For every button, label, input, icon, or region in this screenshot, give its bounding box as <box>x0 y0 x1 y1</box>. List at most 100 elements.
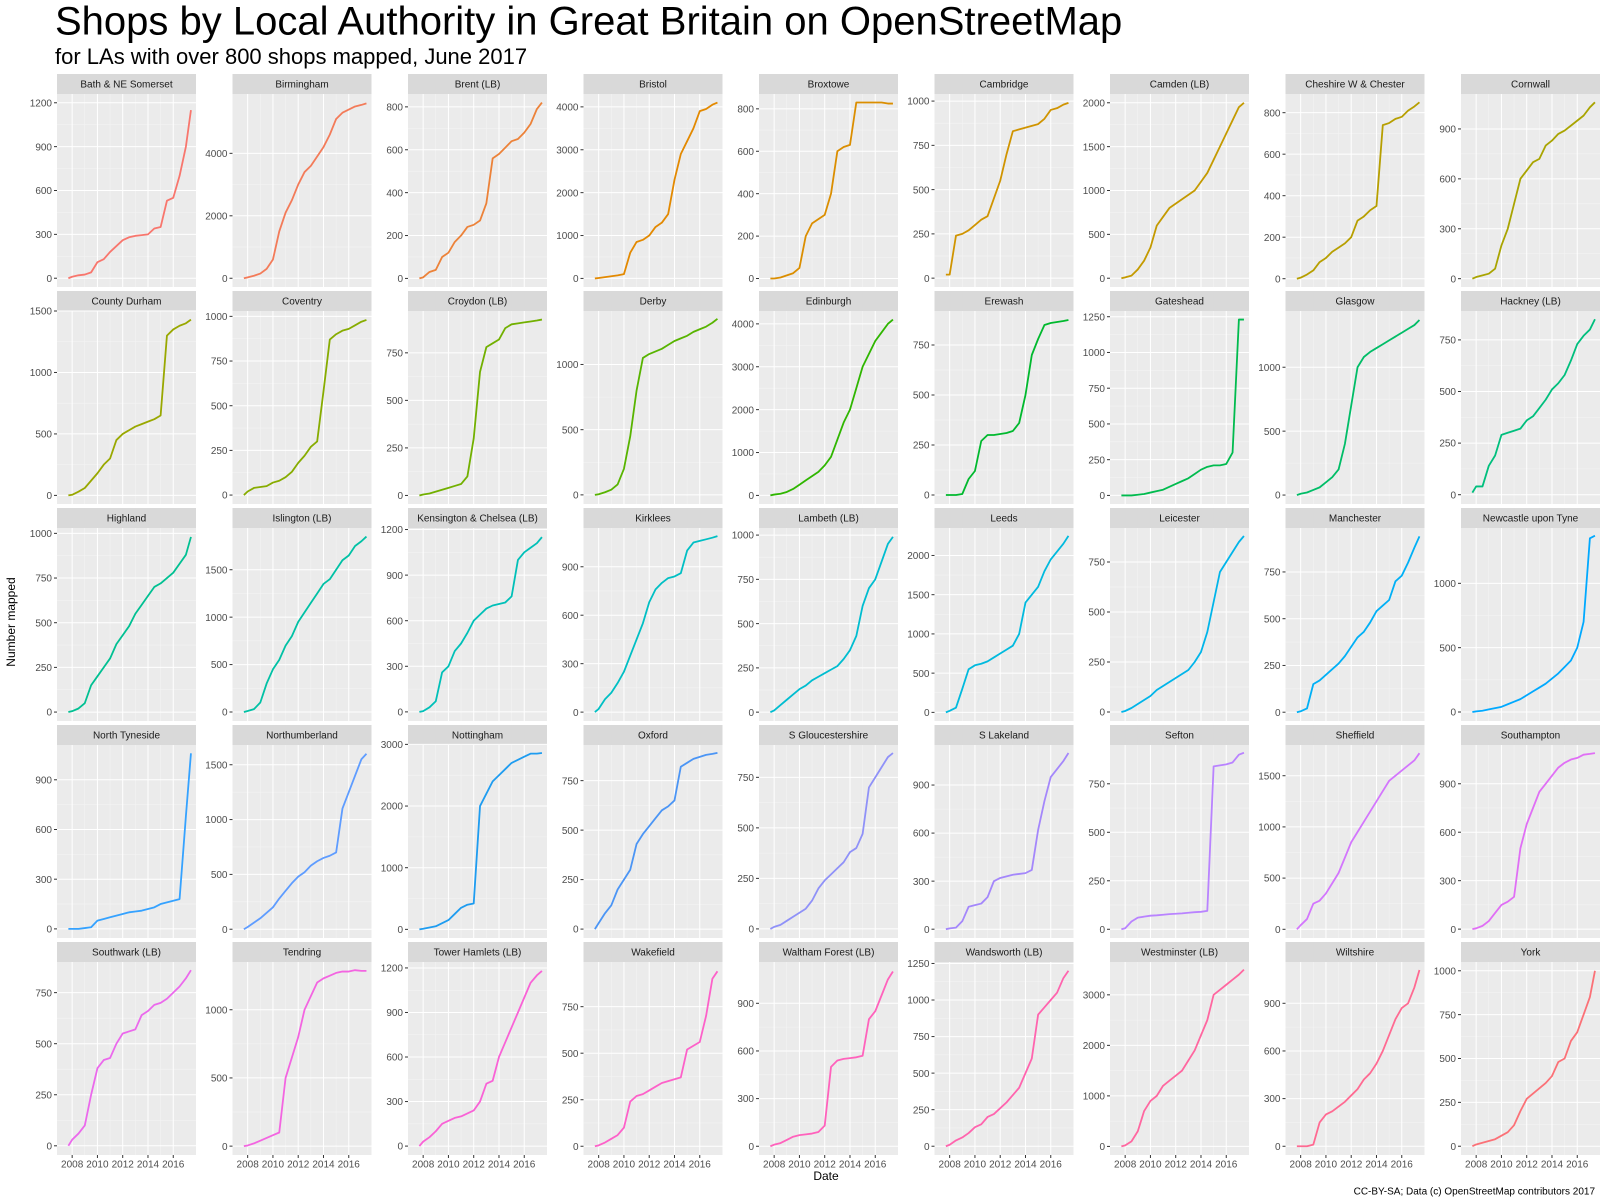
strip-label: Edinburgh <box>806 297 852 308</box>
y-tick-label: 1000 <box>381 863 404 874</box>
strip-label: Sefton <box>1165 731 1194 742</box>
strip-label: Wakefield <box>631 948 675 959</box>
plot-background <box>1110 528 1249 721</box>
x-tick-label: 2016 <box>338 1160 361 1171</box>
line <box>770 101 893 280</box>
plot-background <box>934 311 1074 504</box>
line <box>418 970 543 1147</box>
panel: Hackney (LB) 0 250 500 750 <box>1439 291 1600 504</box>
y-tick-label: 400 <box>386 188 403 199</box>
panel: North Tyneside 0 300 600 900 <box>35 725 196 938</box>
y-tick-label: 600 <box>737 1047 754 1058</box>
y-tick-label: 0 <box>924 491 930 502</box>
y-tick-label: 0 <box>1450 274 1456 285</box>
y-tick-label: 600 <box>35 186 52 197</box>
y-tick-label: 800 <box>1264 108 1281 119</box>
y-tick-label: 0 <box>397 491 403 502</box>
strip-label: Newcastle upon Tyne <box>1483 514 1579 525</box>
y-tick-label: 750 <box>562 1002 579 1013</box>
x-tick-label: 2010 <box>262 1160 285 1171</box>
y-tick-label: 500 <box>913 1069 930 1080</box>
y-tick-label: 500 <box>386 396 403 407</box>
x-tick-label: 2008 <box>1465 1160 1488 1171</box>
strip <box>759 725 898 745</box>
strip-label: Nottingham <box>452 731 503 742</box>
panel: Cheshire W & Chester 0 200 400 600 800 <box>1264 74 1425 287</box>
y-tick-label: 1000 <box>1258 823 1281 834</box>
strip <box>1110 725 1249 745</box>
line <box>68 536 192 713</box>
line <box>68 318 192 497</box>
strip-label: Birmingham <box>275 80 328 91</box>
y-tick-label: 250 <box>913 441 930 452</box>
panel: Erewash 0 250 500 750 <box>913 291 1074 504</box>
y-tick-label: 2000 <box>381 802 404 813</box>
x-tick-label: 2014 <box>488 1160 511 1171</box>
strip <box>583 508 723 528</box>
y-tick-label: 600 <box>913 829 930 840</box>
line <box>945 102 1069 276</box>
strip <box>408 74 547 94</box>
y-tick-label: 1500 <box>205 565 228 576</box>
y-tick-label: 250 <box>386 444 403 455</box>
panel: York 0 250 500 750 1000 2008 2010 2012 2014 2016 <box>1434 942 1600 1171</box>
y-tick-label: 1500 <box>1258 771 1281 782</box>
y-tick-label: 0 <box>1099 274 1105 285</box>
y-tick-label: 0 <box>1450 708 1456 719</box>
strip-label: Hackney (LB) <box>1500 297 1561 308</box>
line <box>1121 968 1245 1148</box>
y-tick-label: 0 <box>924 274 930 285</box>
strip-label: Westminster (LB) <box>1141 948 1218 959</box>
strip <box>1285 942 1425 962</box>
panel: Islington (LB) 0 500 1000 1500 <box>205 508 372 721</box>
y-tick-label: 1250 <box>907 959 930 970</box>
y-tick-label: 1000 <box>205 815 228 826</box>
y-tick-label: 0 <box>222 1142 228 1153</box>
panel: Wakefield 0 250 500 750 2008 2010 2012 2014 2016 <box>562 942 723 1171</box>
x-tick-label: 2016 <box>1215 1160 1238 1171</box>
strip-label: Coventry <box>282 297 322 308</box>
y-tick-label: 2000 <box>205 211 228 222</box>
y-tick-label: 0 <box>222 925 228 936</box>
y-tick-label: 250 <box>211 446 228 457</box>
y-tick-label: 2000 <box>1083 1041 1106 1052</box>
panel: Southwark (LB) 0 250 500 750 2008 2010 2012 2014… <box>35 942 196 1171</box>
panel: Tendring 0 500 1000 2008 2010 2012 2014 2016 <box>205 942 372 1171</box>
y-tick-label: 500 <box>562 826 579 837</box>
x-tick-label: 2014 <box>137 1160 160 1171</box>
line <box>243 535 368 713</box>
x-tick-label: 2008 <box>61 1160 84 1171</box>
y-tick-label: 1000 <box>30 529 53 540</box>
strip <box>57 725 196 745</box>
strip-label: Bristol <box>639 80 667 91</box>
x-tick-label: 2008 <box>237 1160 260 1171</box>
y-tick-label: 500 <box>913 185 930 196</box>
strip <box>232 725 372 745</box>
y-tick-label: 250 <box>1088 455 1105 466</box>
y-tick-label: 4000 <box>732 320 755 331</box>
y-tick-label: 0 <box>748 1142 754 1153</box>
strip-label: Waltham Forest (LB) <box>783 948 875 959</box>
y-tick-label: 900 <box>386 571 403 582</box>
panel: Leicester 0 250 500 750 <box>1088 508 1249 721</box>
strip <box>759 508 898 528</box>
y-tick-label: 0 <box>1275 708 1281 719</box>
x-tick-label: 2012 <box>1516 1160 1539 1171</box>
y-tick-label: 900 <box>562 562 579 573</box>
panel: Highland 0 250 500 750 1000 <box>30 508 196 721</box>
x-tick-label: 2010 <box>86 1160 109 1171</box>
strip-label: Derby <box>640 297 667 308</box>
plot-background <box>408 528 547 721</box>
plot-background <box>1461 745 1600 938</box>
strip-label: Manchester <box>1329 514 1382 525</box>
strip-label: Tendring <box>283 948 321 959</box>
plot-background <box>232 311 372 504</box>
strip-label: Highland <box>107 514 146 525</box>
line <box>594 970 719 1148</box>
y-tick-label: 750 <box>1439 336 1456 347</box>
y-tick-label: 500 <box>1264 427 1281 438</box>
x-tick-label: 2014 <box>1541 1160 1564 1171</box>
panel: Brent (LB) 0 200 400 600 800 <box>386 74 547 287</box>
y-tick-label: 1000 <box>205 1005 228 1016</box>
line <box>243 102 367 280</box>
